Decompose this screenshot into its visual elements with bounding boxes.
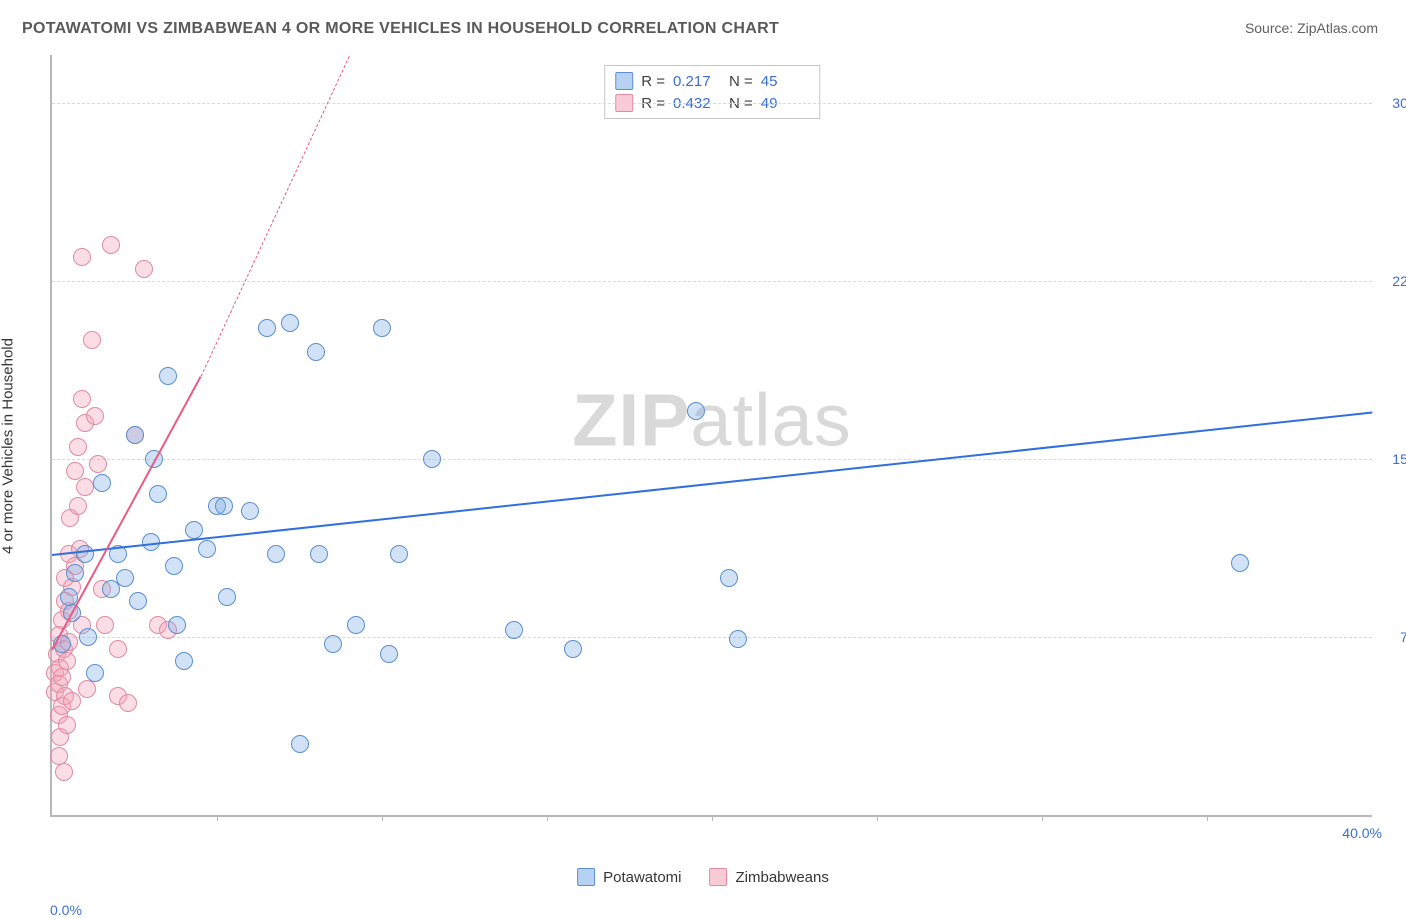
data-point bbox=[380, 645, 398, 663]
data-point bbox=[307, 343, 325, 361]
data-point bbox=[175, 652, 193, 670]
data-point bbox=[198, 540, 216, 558]
x-tick-mark bbox=[712, 815, 713, 821]
x-tick-mark bbox=[217, 815, 218, 821]
n-label: N = bbox=[729, 73, 753, 90]
x-tick-mark bbox=[1207, 815, 1208, 821]
data-point bbox=[729, 630, 747, 648]
x-tick-mark bbox=[382, 815, 383, 821]
legend-item-a: Potawatomi bbox=[577, 868, 681, 886]
n-value: 45 bbox=[761, 73, 809, 90]
r-label: R = bbox=[641, 73, 665, 90]
data-point bbox=[86, 664, 104, 682]
x-tick-mark bbox=[547, 815, 548, 821]
data-point bbox=[149, 485, 167, 503]
data-point bbox=[159, 367, 177, 385]
gridline bbox=[52, 637, 1372, 638]
legend: Potawatomi Zimbabweans bbox=[577, 868, 829, 886]
data-point bbox=[50, 747, 68, 765]
gridline bbox=[52, 281, 1372, 282]
data-point bbox=[1231, 554, 1249, 572]
data-point bbox=[93, 474, 111, 492]
data-point bbox=[55, 763, 73, 781]
data-point bbox=[310, 545, 328, 563]
data-point bbox=[215, 497, 233, 515]
watermark: ZIPatlas bbox=[572, 377, 851, 462]
x-tick-mark bbox=[877, 815, 878, 821]
data-point bbox=[185, 521, 203, 539]
data-point bbox=[291, 735, 309, 753]
data-point bbox=[60, 588, 78, 606]
data-point bbox=[69, 438, 87, 456]
data-point bbox=[324, 635, 342, 653]
data-point bbox=[119, 694, 137, 712]
data-point bbox=[373, 319, 391, 337]
x-axis-min: 0.0% bbox=[50, 902, 82, 918]
data-point bbox=[53, 668, 71, 686]
chart-title: POTAWATOMI VS ZIMBABWEAN 4 OR MORE VEHIC… bbox=[22, 20, 779, 38]
data-point bbox=[73, 390, 91, 408]
x-tick-mark bbox=[1042, 815, 1043, 821]
swatch-icon bbox=[577, 868, 595, 886]
data-point bbox=[241, 502, 259, 520]
data-point bbox=[89, 455, 107, 473]
data-point bbox=[79, 628, 97, 646]
data-point bbox=[168, 616, 186, 634]
data-point bbox=[423, 450, 441, 468]
data-point bbox=[76, 478, 94, 496]
data-point bbox=[66, 462, 84, 480]
data-point bbox=[63, 692, 81, 710]
data-point bbox=[78, 680, 96, 698]
data-point bbox=[564, 640, 582, 658]
legend-label: Zimbabweans bbox=[735, 869, 828, 886]
legend-label: Potawatomi bbox=[603, 869, 681, 886]
gridline bbox=[52, 459, 1372, 460]
y-axis-label: 4 or more Vehicles in Household bbox=[0, 338, 17, 554]
scatter-plot-area: ZIPatlas R = 0.217 N = 45 R = 0.432 N = … bbox=[50, 55, 1372, 817]
data-point bbox=[165, 557, 183, 575]
data-point bbox=[281, 314, 299, 332]
data-point bbox=[102, 236, 120, 254]
legend-item-b: Zimbabweans bbox=[709, 868, 828, 886]
data-point bbox=[86, 407, 104, 425]
data-point bbox=[720, 569, 738, 587]
y-tick-label: 7.5% bbox=[1376, 629, 1406, 645]
data-point bbox=[58, 716, 76, 734]
x-axis-max: 40.0% bbox=[1342, 825, 1382, 841]
data-point bbox=[258, 319, 276, 337]
r-value: 0.217 bbox=[673, 73, 721, 90]
correlation-stats-box: R = 0.217 N = 45 R = 0.432 N = 49 bbox=[604, 65, 820, 119]
stats-row-a: R = 0.217 N = 45 bbox=[615, 70, 809, 92]
data-point bbox=[58, 652, 76, 670]
data-point bbox=[83, 331, 101, 349]
trendline bbox=[52, 411, 1372, 555]
source-attribution: Source: ZipAtlas.com bbox=[1245, 20, 1378, 36]
data-point bbox=[218, 588, 236, 606]
gridline bbox=[52, 103, 1372, 104]
swatch-icon bbox=[709, 868, 727, 886]
data-point bbox=[129, 592, 147, 610]
data-point bbox=[109, 640, 127, 658]
data-point bbox=[505, 621, 523, 639]
data-point bbox=[347, 616, 365, 634]
data-point bbox=[69, 497, 87, 515]
data-point bbox=[96, 616, 114, 634]
data-point bbox=[126, 426, 144, 444]
data-point bbox=[73, 248, 91, 266]
y-tick-label: 22.5% bbox=[1376, 273, 1406, 289]
data-point bbox=[267, 545, 285, 563]
data-point bbox=[76, 545, 94, 563]
data-point bbox=[687, 402, 705, 420]
data-point bbox=[116, 569, 134, 587]
data-point bbox=[66, 564, 84, 582]
y-tick-label: 15.0% bbox=[1376, 451, 1406, 467]
swatch-icon bbox=[615, 72, 633, 90]
data-point bbox=[135, 260, 153, 278]
data-point bbox=[390, 545, 408, 563]
y-tick-label: 30.0% bbox=[1376, 95, 1406, 111]
